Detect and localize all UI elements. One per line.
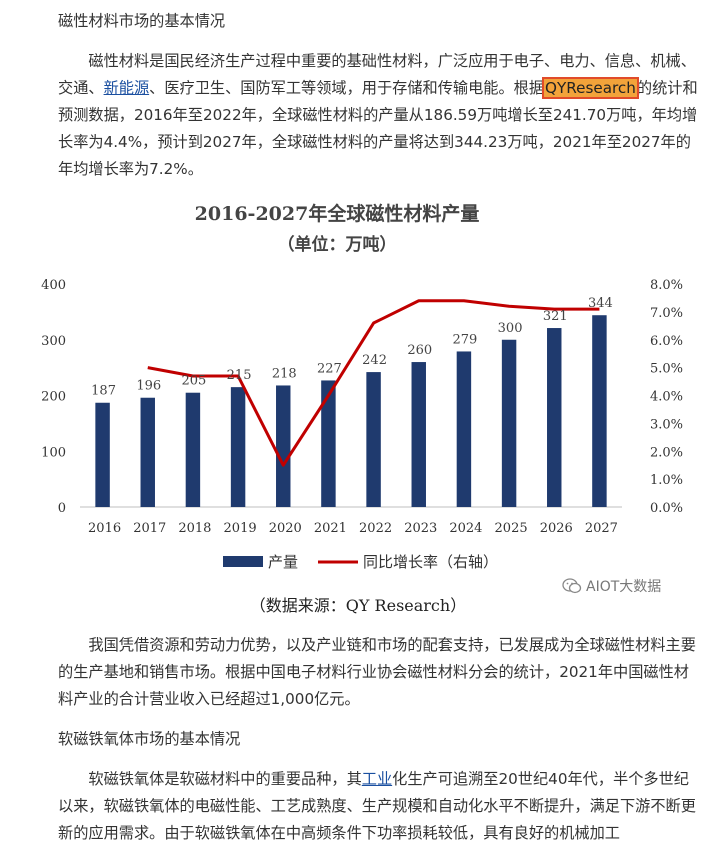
y-left-tick-label: 0 — [58, 501, 66, 516]
x-tick-label: 2017 — [133, 521, 166, 536]
y-right-tick-label: 8.0% — [650, 278, 683, 293]
x-tick-label: 2026 — [540, 521, 573, 536]
paragraph-text: 的统计和预测数据，2016年至2022年，全球磁性材料的产量从186.59万吨增… — [58, 79, 698, 178]
paragraph-text: 化生产可追溯至20世纪40年代，半个多世纪以来，软磁铁氧体的电磁性能、工艺成熟度… — [58, 770, 696, 842]
link-new-energy[interactable]: 新能源 — [103, 79, 150, 97]
legend-swatch-production — [223, 556, 263, 567]
bar-data-label: 215 — [227, 368, 252, 383]
y-right-tick-label: 4.0% — [650, 390, 683, 405]
production-chart: 2016-2027年全球磁性材料产量 （单位：万吨） 0 100 200 300 400 0.… — [41, 202, 683, 571]
x-tick-label: 2018 — [178, 521, 211, 536]
y-right-tick-label: 3.0% — [650, 417, 683, 432]
highlight-qyresearch[interactable]: QYResearch — [542, 77, 639, 99]
x-tick-label: 2020 — [269, 521, 302, 536]
wechat-icon — [562, 578, 582, 594]
y-right-tick-label: 5.0% — [650, 362, 683, 377]
bar — [411, 362, 426, 507]
watermark-text: AIOT大数据 — [586, 579, 662, 595]
x-tick-label: 2023 — [404, 521, 437, 536]
paragraph-magnetic-overview: 磁性材料是国民经济生产过程中重要的基础性材料，广泛应用于电子、电力、信息、机械、… — [58, 48, 698, 183]
y-right-tick-label: 6.0% — [650, 334, 683, 349]
bar-data-label: 218 — [272, 366, 297, 381]
section-heading-soft-ferrite: 软磁铁氧体市场的基本情况 — [58, 730, 241, 748]
chart-source: （数据来源：QY Research） — [249, 596, 467, 615]
y-left-tick-label: 300 — [41, 334, 66, 349]
y-right-tick-label: 0.0% — [650, 501, 683, 516]
bar — [366, 372, 381, 507]
bar — [276, 385, 291, 507]
link-industry[interactable]: 工业 — [361, 770, 393, 788]
section-heading-magnetic-market: 磁性材料市场的基本情况 — [58, 12, 226, 30]
legend-label-production: 产量 — [268, 553, 298, 571]
bar-data-label: 242 — [362, 353, 387, 368]
y-right-tick-label: 7.0% — [650, 306, 683, 321]
paragraph-text: 、医疗卫生、国防军工等领域，用于存储和传输电能。根据 — [149, 79, 544, 97]
y-left-tick-label: 400 — [41, 278, 66, 293]
chart-subtitle: （单位：万吨） — [278, 234, 397, 255]
bar — [185, 392, 201, 507]
bar-data-label: 196 — [136, 379, 161, 394]
bar — [95, 402, 110, 507]
bar-data-label: 344 — [588, 296, 613, 311]
bar-data-label: 300 — [498, 321, 523, 336]
growth-rate-line — [147, 299, 600, 467]
bar — [547, 328, 562, 507]
chart-title: 2016-2027年全球磁性材料产量 — [195, 202, 480, 225]
bar-data-label: 321 — [543, 309, 568, 324]
x-tick-label: 2022 — [359, 521, 392, 536]
x-tick-label: 2024 — [449, 521, 482, 536]
y-right-tick-label: 2.0% — [650, 445, 683, 460]
x-tick-label: 2027 — [585, 521, 618, 536]
paragraph-china-market: 我国凭借资源和劳动力优势，以及产业链和市场的配套支持，已发展成为全球磁性材料主要… — [58, 636, 696, 708]
bar — [501, 339, 517, 507]
x-tick-label: 2021 — [314, 521, 347, 536]
bar — [592, 315, 607, 507]
x-tick-label: 2025 — [495, 521, 528, 536]
legend-label-growth: 同比增长率（右轴） — [363, 553, 498, 571]
bar-data-label: 205 — [182, 374, 207, 389]
bar — [456, 351, 472, 507]
paragraph-text: 磁性材料是国民经济生产过程中重要的基础性材料，广泛应用于电子、电力、信息、机械、… — [58, 52, 696, 97]
bar-data-label: 187 — [91, 384, 116, 399]
bar — [140, 397, 155, 507]
y-right-tick-label: 1.0% — [650, 473, 683, 488]
watermark: AIOT大数据 — [562, 576, 661, 596]
bar — [321, 380, 336, 507]
bar-data-label: 260 — [407, 343, 432, 358]
x-tick-label: 2016 — [88, 521, 121, 536]
paragraph-text: 软磁铁氧体是软磁材料中的重要品种，其 — [88, 770, 362, 788]
bar-data-label: 227 — [317, 361, 342, 376]
x-tick-label: 2019 — [224, 521, 257, 536]
y-left-tick-label: 100 — [41, 445, 66, 460]
bar-data-label: 279 — [453, 332, 478, 347]
y-left-tick-label: 200 — [41, 390, 66, 405]
paragraph-soft-ferrite: 软磁铁氧体是软磁材料中的重要品种，其工业化生产可追溯至20世纪40年代，半个多世… — [58, 766, 698, 847]
bar — [230, 387, 246, 507]
